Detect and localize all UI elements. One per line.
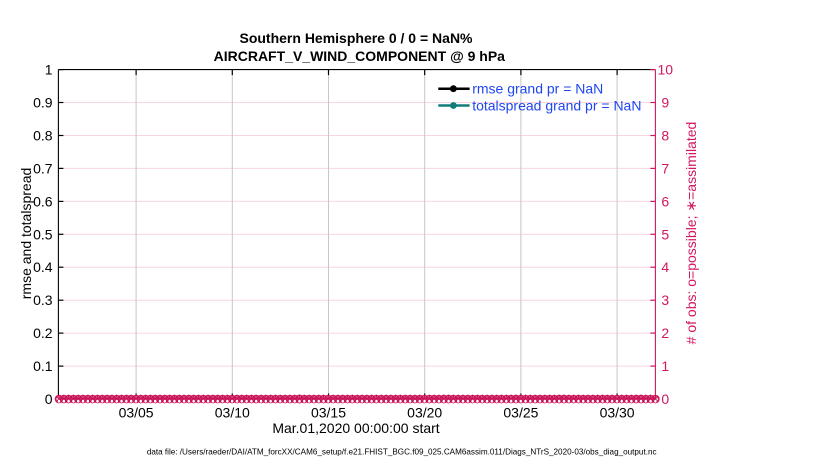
- svg-text:2: 2: [661, 325, 669, 341]
- svg-text:9: 9: [661, 95, 669, 111]
- svg-text:10: 10: [658, 62, 674, 78]
- svg-text:03/10: 03/10: [215, 404, 250, 420]
- svg-text:03/20: 03/20: [407, 404, 442, 420]
- svg-text:03/30: 03/30: [600, 404, 635, 420]
- svg-text:0: 0: [45, 391, 53, 407]
- svg-text:data file: /Users/raeder/DAI/A: data file: /Users/raeder/DAI/ATM_forcXX/…: [147, 447, 657, 456]
- svg-text:0.2: 0.2: [33, 325, 53, 341]
- svg-text:rmse grand pr = NaN: rmse grand pr = NaN: [472, 81, 603, 97]
- svg-text:0.8: 0.8: [33, 128, 53, 144]
- svg-text:0.3: 0.3: [33, 292, 53, 308]
- svg-text:# of obs: o=possible; ∗=assimi: # of obs: o=possible; ∗=assimilated: [683, 122, 699, 345]
- svg-text:7: 7: [661, 160, 669, 176]
- svg-text:3: 3: [661, 292, 669, 308]
- svg-text:1: 1: [661, 358, 669, 374]
- svg-text:1: 1: [45, 62, 53, 78]
- svg-text:Southern Hemisphere 0 / 0 = Na: Southern Hemisphere 0 / 0 = NaN%: [239, 30, 473, 46]
- svg-text:0.4: 0.4: [33, 259, 53, 275]
- svg-text:0: 0: [661, 391, 669, 407]
- svg-text:03/15: 03/15: [311, 404, 346, 420]
- svg-text:rmse and totalspread: rmse and totalspread: [18, 168, 34, 300]
- svg-text:4: 4: [661, 259, 669, 275]
- svg-text:Mar.01,2020 00:00:00 start: Mar.01,2020 00:00:00 start: [272, 420, 439, 436]
- svg-text:0.6: 0.6: [33, 193, 53, 209]
- svg-text:8: 8: [661, 128, 669, 144]
- svg-text:0.9: 0.9: [33, 95, 53, 111]
- svg-text:totalspread grand pr = NaN: totalspread grand pr = NaN: [472, 98, 641, 114]
- svg-text:AIRCRAFT_V_WIND_COMPONENT @ 9: AIRCRAFT_V_WIND_COMPONENT @ 9 hPa: [214, 48, 506, 64]
- svg-text:0.7: 0.7: [33, 160, 53, 176]
- svg-text:5: 5: [661, 226, 669, 242]
- svg-text:0.1: 0.1: [33, 358, 53, 374]
- svg-text:6: 6: [661, 193, 669, 209]
- svg-text:03/25: 03/25: [503, 404, 538, 420]
- svg-text:0.5: 0.5: [33, 226, 53, 242]
- svg-text:03/05: 03/05: [119, 404, 154, 420]
